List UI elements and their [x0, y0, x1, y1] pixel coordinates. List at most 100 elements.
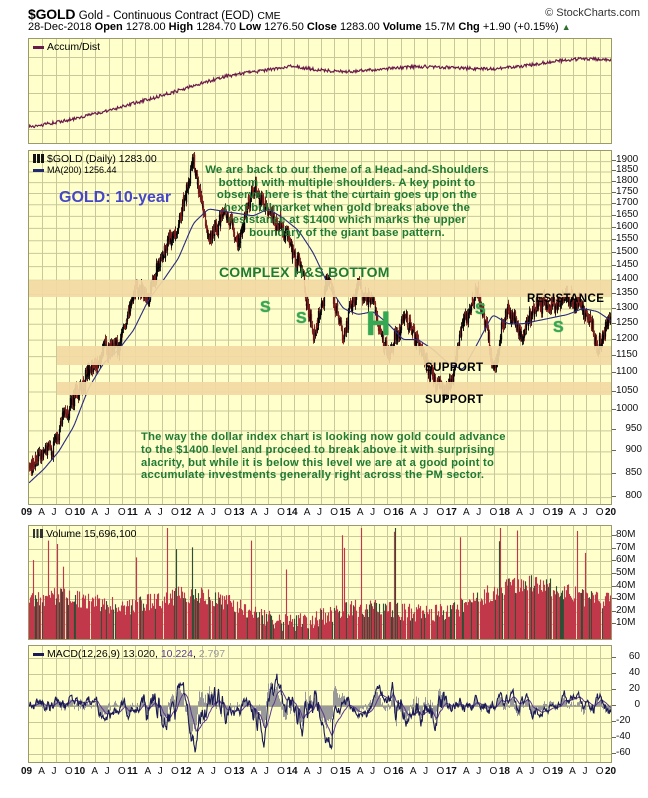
- price-tick-1900: 1900: [616, 154, 639, 166]
- accumdist-line-plot: [29, 55, 611, 129]
- price-tick-mark: [612, 226, 616, 228]
- x-tick-J-38: J: [529, 766, 535, 777]
- price-tick-mark: [612, 355, 616, 357]
- x-tick-A-5: A: [91, 766, 99, 777]
- x-tick-O-7: O: [117, 766, 126, 777]
- x-tick-A-37: A: [516, 766, 523, 777]
- x-tick-17-32: 17: [445, 766, 457, 777]
- price-tick-mark: [612, 170, 616, 172]
- x-tick-10-4: 10: [74, 766, 86, 777]
- header-ohlc-line: 28-Dec-2018 Open 1278.00 High 1284.70 Lo…: [28, 21, 571, 33]
- price-tick-1100: 1100: [616, 366, 638, 378]
- price-tick-mark: [612, 278, 616, 280]
- volume-tick-mark: [612, 611, 616, 612]
- x-tick-J-42: J: [582, 507, 588, 518]
- top-annotation-text: We are back to our theme of a Head-and-S…: [205, 164, 489, 239]
- open-label: Open: [94, 21, 123, 33]
- volume-tick-mark: [612, 586, 616, 587]
- price-tick-mark: [612, 307, 616, 309]
- price-tick-mark: [612, 239, 616, 241]
- price-tick-mark: [612, 181, 616, 183]
- macd-color-swatch: [33, 652, 44, 656]
- price-tick-1500: 1500: [616, 245, 639, 257]
- price-tick-1850: 1850: [616, 164, 639, 176]
- price-tick-mark: [612, 292, 616, 294]
- x-tick-J-42: J: [582, 766, 588, 777]
- macd-tick-40: 40: [628, 667, 640, 678]
- price-tick-mark: [612, 429, 616, 431]
- x-tick-J-22: J: [317, 766, 322, 777]
- x-tick-12-12: 12: [180, 507, 192, 518]
- x-tick-O-15: O: [224, 507, 232, 518]
- x-tick-20-44: 20: [605, 766, 617, 777]
- volume-tick-70M: 70M: [616, 542, 636, 553]
- x-tick-18-36: 18: [498, 507, 510, 518]
- volume-bar-plot: [29, 528, 611, 639]
- volume-legend-label: Volume 15,696,100: [46, 528, 137, 540]
- x-tick-11-8: 11: [127, 766, 138, 777]
- close-value: 1283.00: [339, 21, 380, 33]
- price-tick-mark: [612, 450, 616, 452]
- price-tick-mark: [612, 192, 616, 194]
- price-tick-800: 800: [625, 490, 642, 502]
- head-label: H: [366, 305, 391, 343]
- x-tick-A-5: A: [91, 507, 99, 518]
- x-tick-19-40: 19: [551, 507, 564, 518]
- macd-tick-mark: [612, 689, 616, 690]
- x-tick-13-16: 13: [233, 766, 245, 777]
- x-tick-O-23: O: [330, 507, 339, 518]
- x-tick-09-0: 09: [21, 507, 33, 518]
- macd-signal-value: 10.224: [160, 648, 193, 660]
- shoulder-label-1: S: [260, 299, 271, 316]
- volume-legend: Volume 15,696,100: [33, 528, 137, 540]
- ticker-description: Gold - Continuous Contract (EOD): [78, 10, 254, 22]
- low-value: 1276.50: [264, 21, 304, 33]
- x-tick-O-31: O: [436, 507, 445, 518]
- resistance-label: RESISTANCE: [527, 293, 605, 305]
- volume-value: 15.7M: [424, 21, 456, 33]
- high-value: 1284.70: [196, 21, 236, 33]
- volume-tick-mark: [612, 623, 616, 624]
- x-tick-J-6: J: [104, 507, 110, 518]
- x-tick-J-34: J: [476, 507, 482, 518]
- volume-tick-50M: 50M: [616, 567, 636, 578]
- pattern-title-annotation: COMPLEX H&S BOTTOM: [219, 264, 390, 280]
- x-tick-A-25: A: [356, 507, 364, 518]
- x-tick-14-20: 14: [286, 507, 298, 518]
- x-tick-15-24: 15: [339, 507, 351, 518]
- x-tick-O-23: O: [330, 766, 339, 777]
- x-tick-J-14: J: [210, 766, 216, 777]
- price-tick-1600: 1600: [616, 220, 639, 232]
- x-tick-J-10: J: [157, 766, 163, 777]
- macd-tick-20: 20: [628, 683, 640, 694]
- support-label-2: SUPPORT: [425, 394, 484, 406]
- price-tick-mark: [612, 322, 616, 324]
- x-tick-13-16: 13: [233, 507, 245, 518]
- macd-tick-mark: [612, 705, 616, 706]
- chart-header: $GOLD Gold - Continuous Contract (EOD) C…: [28, 6, 640, 38]
- x-tick-J-38: J: [529, 507, 535, 518]
- x-tick-11-8: 11: [127, 507, 138, 518]
- x-tick-O-27: O: [383, 766, 392, 777]
- price-tick-mark: [612, 251, 616, 253]
- volume-tick-80M: 80M: [616, 529, 636, 540]
- x-tick-J-14: J: [210, 507, 216, 518]
- x-tick-18-36: 18: [498, 766, 510, 777]
- macd-tick--40: -40: [616, 731, 631, 742]
- accumdist-legend-label: Accum/Dist: [47, 41, 101, 53]
- x-tick-J-18: J: [263, 507, 269, 518]
- macd-tick-mark: [612, 753, 616, 754]
- candlestick-icon: [33, 154, 44, 163]
- volume-tick-mark: [612, 573, 616, 574]
- price-tick-1000: 1000: [616, 403, 639, 415]
- macd-tick-60: 60: [628, 651, 640, 662]
- x-tick-J-26: J: [370, 766, 376, 777]
- x-tick-14-20: 14: [286, 766, 298, 777]
- x-tick-A-1: A: [38, 507, 45, 518]
- x-tick-J-2: J: [51, 507, 57, 518]
- x-tick-O-3: O: [64, 766, 73, 777]
- x-tick-O-3: O: [64, 507, 73, 518]
- x-tick-20-44: 20: [605, 507, 617, 518]
- x-tick-16-28: 16: [392, 766, 404, 777]
- header-title-line: $GOLD Gold - Continuous Contract (EOD) C…: [28, 6, 281, 22]
